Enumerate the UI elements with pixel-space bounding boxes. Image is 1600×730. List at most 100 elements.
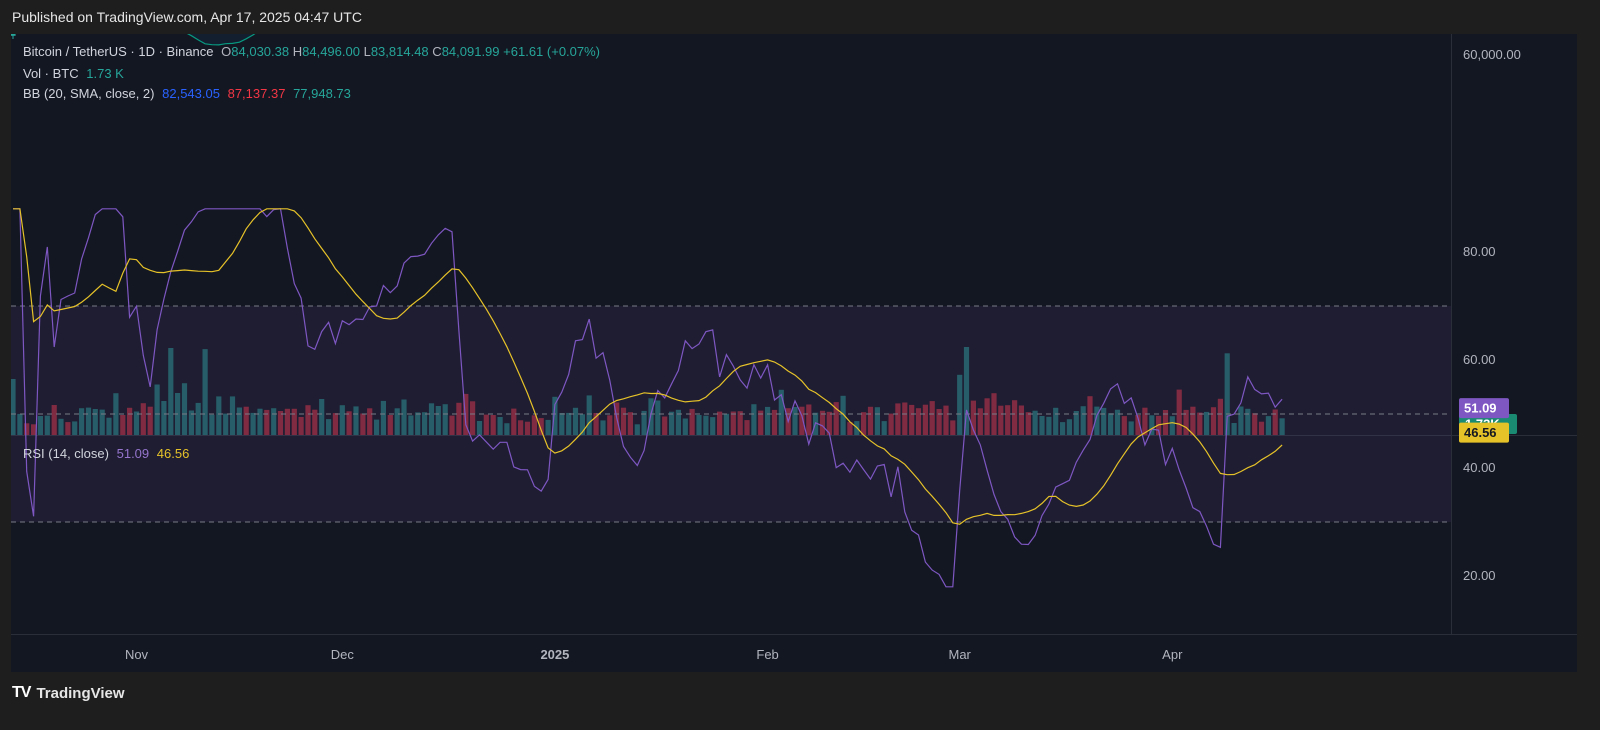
volume-bar <box>394 408 400 435</box>
close-value: 84,091.99 <box>441 44 500 59</box>
volume-bar <box>257 408 263 435</box>
volume-bar <box>840 395 846 435</box>
volume-bar <box>1135 415 1141 435</box>
volume-bar <box>236 407 242 435</box>
volume-bar <box>902 402 908 435</box>
volume-bar <box>1190 406 1196 435</box>
volume-bar <box>264 409 270 435</box>
volume-bar <box>291 408 297 435</box>
low-value: 83,814.48 <box>370 44 429 59</box>
volume-bar <box>819 410 826 435</box>
volume-bar <box>181 383 188 435</box>
volume-bar <box>312 409 318 435</box>
volume-bar <box>113 393 119 435</box>
volume-bar <box>422 412 428 435</box>
volume-bar <box>72 421 78 435</box>
volume-bar <box>504 423 510 435</box>
volume-bar <box>456 402 462 435</box>
volume-bar <box>1204 411 1210 435</box>
rsi-ma-badge <box>1459 422 1509 443</box>
volume-bar <box>353 406 359 435</box>
volume-bar <box>524 421 531 435</box>
volume-bar <box>339 405 345 435</box>
volume-bar <box>284 408 290 435</box>
time-axis-label: Apr <box>1162 647 1183 662</box>
volume-bar <box>449 415 455 435</box>
volume-bar <box>1066 419 1072 435</box>
volume-bar <box>634 424 640 435</box>
rsi-ma-line <box>13 208 1283 525</box>
bb-upper-value: 87,137.37 <box>227 86 286 101</box>
volume-bar <box>1272 409 1278 435</box>
rsi-label[interactable]: RSI (14, close) <box>23 446 109 461</box>
chart-frame[interactable]: 60,000.0070,000.0080,000.0090,000.00100,… <box>11 34 1577 672</box>
volume-bar <box>408 415 414 435</box>
rsi-line <box>13 208 1283 588</box>
volume-bar <box>717 411 723 435</box>
volume-bar <box>92 409 98 435</box>
volume-bar <box>1060 422 1066 435</box>
bb-legend: BB (20, SMA, close, 2) 82,543.05 87,137.… <box>23 84 351 104</box>
time-axis-label: 2025 <box>540 647 569 662</box>
volume-bar <box>922 404 928 435</box>
low-label: L <box>363 44 371 59</box>
rsi-tick-label: 80.00 <box>1463 244 1496 259</box>
volume-bar <box>79 408 85 435</box>
chart-canvas[interactable]: 60,000.0070,000.0080,000.0090,000.00100,… <box>11 34 1577 672</box>
volume-bar <box>682 418 688 435</box>
volume-bar <box>881 421 887 435</box>
volume-bar <box>696 415 702 435</box>
volume-bar <box>531 415 537 435</box>
volume-bar <box>758 410 764 435</box>
volume-bar <box>326 419 332 435</box>
volume-bar <box>778 389 784 435</box>
volume-bar <box>545 419 551 435</box>
volume-bar <box>737 411 743 435</box>
volume-bar <box>909 404 915 435</box>
volume-bar <box>1238 406 1244 435</box>
volume-bar <box>490 415 496 435</box>
volume-bar <box>915 408 922 435</box>
price-tick-label: 60,000.00 <box>1463 47 1521 62</box>
volume-label[interactable]: Vol · BTC <box>23 66 79 81</box>
volume-bar <box>216 396 222 435</box>
volume-bar <box>44 415 50 435</box>
volume-bar <box>415 412 421 435</box>
rsi-tick-label: 60.00 <box>1463 352 1496 367</box>
volume-bar <box>627 412 633 435</box>
volume-bar <box>826 411 832 435</box>
volume-bar <box>360 413 366 435</box>
volume-bar <box>209 414 215 435</box>
rsi-legend: RSI (14, close) 51.09 46.56 <box>23 444 189 464</box>
open-value: 84,030.38 <box>231 44 290 59</box>
volume-bar <box>771 409 778 435</box>
footer-brand[interactable]: TV TradingView <box>12 680 125 706</box>
volume-bar <box>346 411 352 435</box>
volume-bar <box>17 413 23 435</box>
volume-bar <box>744 420 750 435</box>
volume-bar <box>1018 405 1024 435</box>
volume-bar <box>799 406 805 435</box>
volume-bar <box>1039 416 1045 435</box>
volume-bar <box>1080 406 1086 435</box>
volume-bar <box>655 400 661 435</box>
volume-bar <box>723 413 729 435</box>
volume-bar <box>1149 415 1155 435</box>
volume-bar <box>1114 409 1121 435</box>
footer-brand-text: TradingView <box>36 684 125 702</box>
bb-label[interactable]: BB (20, SMA, close, 2) <box>23 86 155 101</box>
volume-bar <box>65 422 71 435</box>
symbol-title[interactable]: Bitcoin / TetherUS · 1D · Binance <box>23 44 214 59</box>
volume-bar <box>1245 408 1251 435</box>
volume-bar <box>847 422 853 435</box>
volume-bar <box>861 412 867 435</box>
volume-bar <box>476 421 483 435</box>
volume-bar <box>435 406 441 435</box>
volume-bar <box>31 424 37 435</box>
volume-bar <box>24 423 30 435</box>
change-value: +61.61 (+0.07%) <box>503 44 601 59</box>
volume-bar <box>271 408 277 435</box>
volume-bar <box>566 412 572 435</box>
volume-bar <box>806 404 812 435</box>
volume-bar <box>1258 421 1265 435</box>
